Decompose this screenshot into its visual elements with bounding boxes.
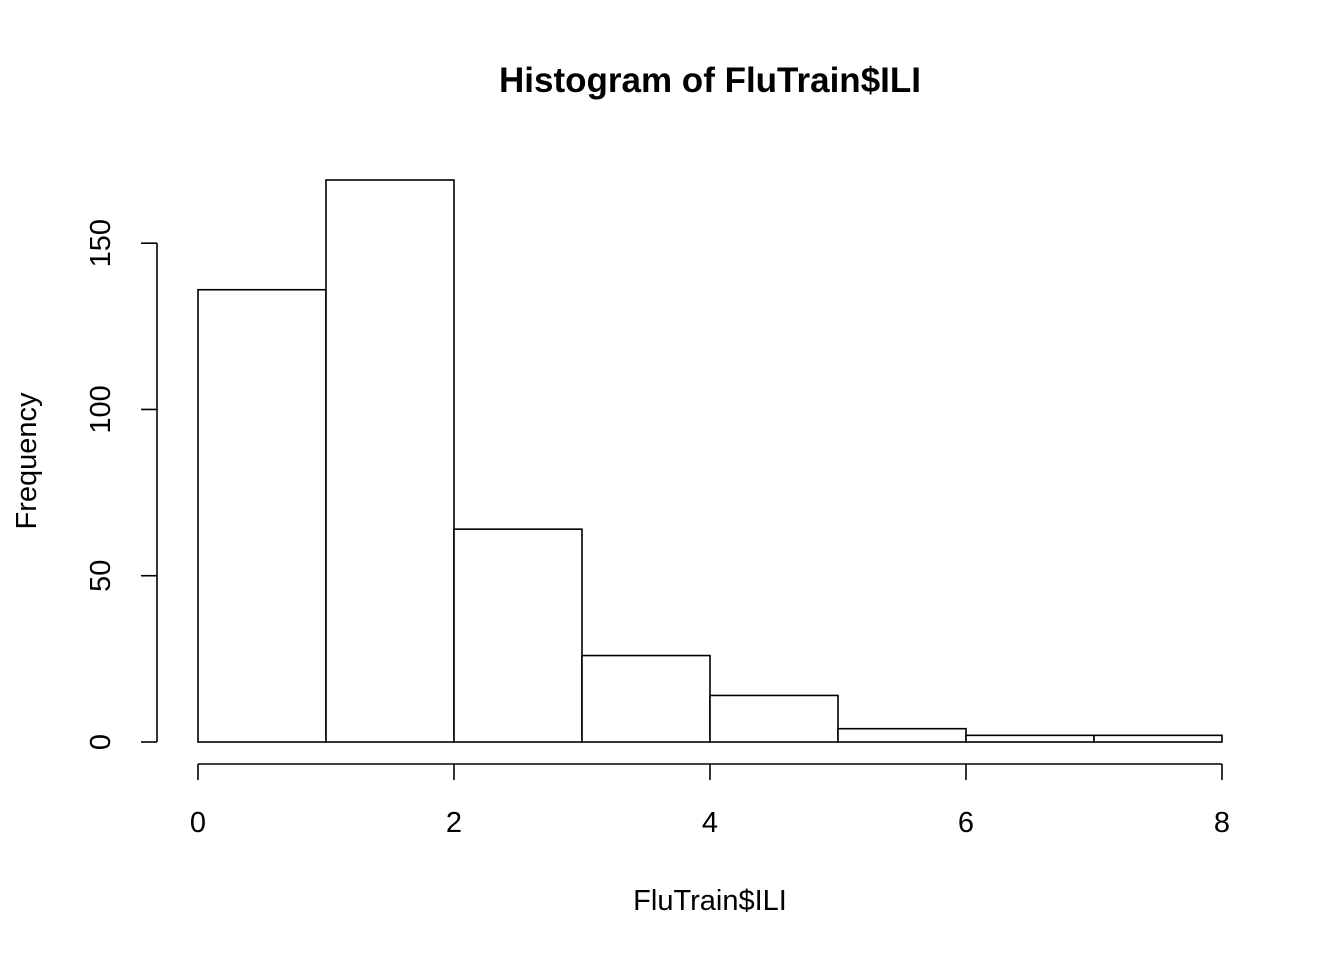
x-axis-title: FluTrain$ILI bbox=[633, 885, 787, 917]
x-tick-label: 0 bbox=[190, 807, 206, 839]
y-tick-label: 0 bbox=[85, 734, 117, 750]
histogram-bar-5 bbox=[709, 694, 839, 743]
y-axis: 0 50 100 150 bbox=[85, 219, 158, 750]
x-tick-label: 2 bbox=[446, 807, 462, 839]
x-axis: 0 2 4 6 8 bbox=[190, 763, 1230, 839]
histogram-bar-3 bbox=[453, 528, 583, 743]
histogram-bar-6 bbox=[837, 727, 967, 743]
x-tick-label: 8 bbox=[1214, 807, 1230, 839]
histogram-bar-4 bbox=[581, 654, 711, 743]
histogram-bar-2 bbox=[325, 179, 455, 743]
y-axis-title: Frequency bbox=[11, 392, 43, 530]
histogram-bars bbox=[197, 179, 1223, 743]
histogram-bar-8 bbox=[1093, 734, 1223, 743]
y-tick-label: 100 bbox=[85, 385, 117, 433]
x-tick-label: 4 bbox=[702, 807, 718, 839]
histogram-bar-7 bbox=[965, 734, 1095, 743]
y-tick-label: 150 bbox=[85, 219, 117, 267]
chart-title: Histogram of FluTrain$ILI bbox=[499, 61, 921, 100]
y-tick-label: 50 bbox=[85, 560, 117, 592]
x-tick-label: 6 bbox=[958, 807, 974, 839]
histogram-bar-1 bbox=[197, 288, 327, 743]
